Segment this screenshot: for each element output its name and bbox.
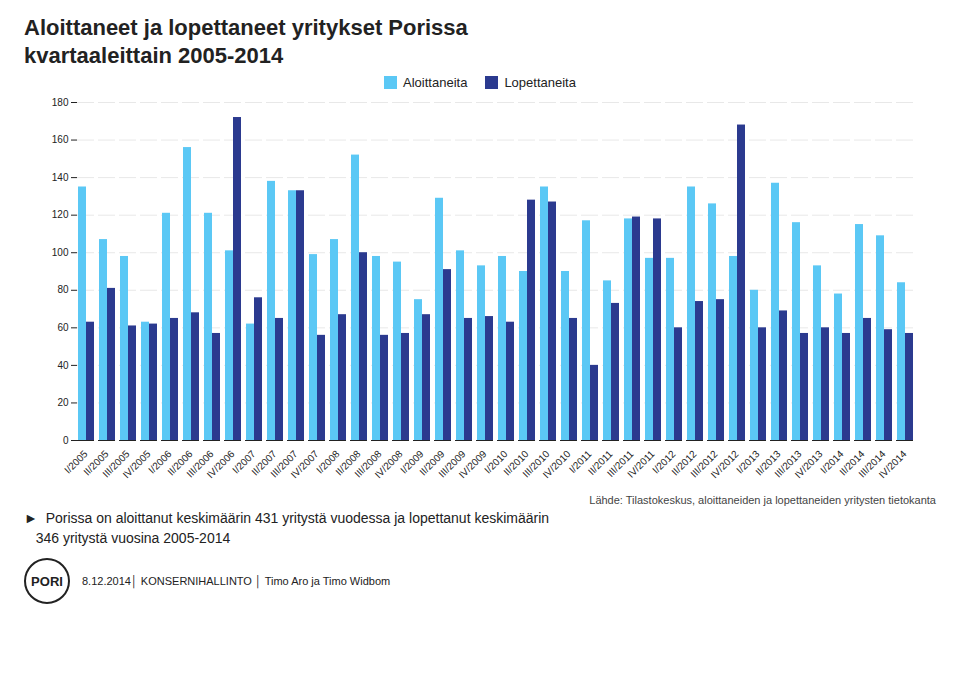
svg-text:I/2013: I/2013	[734, 448, 762, 476]
html-text:PORI: PORI	[31, 573, 63, 589]
svg-text:180: 180	[52, 97, 69, 108]
svg-text:II/2006: II/2006	[165, 448, 195, 478]
svg-text:20: 20	[57, 397, 69, 408]
svg-text:IV/2009: IV/2009	[457, 448, 489, 480]
svg-text:III/2008: III/2008	[352, 448, 384, 480]
svg-text:I/2008: I/2008	[314, 448, 342, 476]
svg-text:I/2009: I/2009	[398, 448, 426, 476]
html-text:► Porissa on aloittanut keskim: ► Porissa on aloittanut keskimäärin 431 …	[24, 510, 550, 526]
svg-text:60: 60	[57, 322, 69, 333]
svg-text:I/2011: I/2011	[566, 448, 594, 476]
html-text:346 yritystä vuosina 2005-2014: 346 yritystä vuosina 2005-2014	[24, 530, 231, 546]
svg-text:II/2011: II/2011	[585, 448, 615, 478]
svg-text:160: 160	[52, 134, 69, 145]
svg-text:II/2012: II/2012	[669, 448, 699, 478]
svg-text:IV/2011: IV/2011	[625, 448, 657, 480]
svg-text:III/2007: III/2007	[268, 448, 300, 480]
svg-text:I/2007: I/2007	[230, 448, 258, 476]
svg-text:III/2014: III/2014	[856, 448, 888, 480]
svg-text:II/2007: II/2007	[249, 448, 279, 478]
svg-text:IV/2014: IV/2014	[877, 448, 909, 480]
svg-text:III/2011: III/2011	[604, 448, 636, 480]
svg-text:IV/2013: IV/2013	[793, 448, 825, 480]
svg-text:II/2013: II/2013	[753, 448, 783, 478]
html-text:Lähde: Tilastokeskus, aloittan: Lähde: Tilastokeskus, aloittaneiden ja l…	[589, 494, 936, 506]
svg-text:IV/2010: IV/2010	[541, 448, 573, 480]
html-text:Lopettaneita: Lopettaneita	[504, 75, 576, 90]
svg-text:IV/2006: IV/2006	[205, 448, 237, 480]
svg-text:IV/2008: IV/2008	[373, 448, 405, 480]
svg-text:I/2006: I/2006	[146, 448, 174, 476]
svg-text:II/2005: II/2005	[81, 448, 111, 478]
svg-text:III/2013: III/2013	[772, 448, 804, 480]
html-text:8.12.2014│ KONSERNIHALLINTO │: 8.12.2014│ KONSERNIHALLINTO │ Timo Aro j…	[82, 575, 391, 587]
svg-text:II/2009: II/2009	[417, 448, 447, 478]
svg-text:II/2008: II/2008	[333, 448, 363, 478]
svg-text:120: 120	[52, 209, 69, 220]
svg-text:III/2010: III/2010	[520, 448, 552, 480]
svg-text:I/2012: I/2012	[650, 448, 678, 476]
svg-text:III/2005: III/2005	[100, 448, 132, 480]
svg-text:0: 0	[63, 435, 69, 446]
svg-text:III/2009: III/2009	[436, 448, 468, 480]
svg-text:II/2014: II/2014	[837, 448, 867, 478]
svg-text:80: 80	[57, 284, 69, 295]
svg-text:I/2005: I/2005	[62, 448, 90, 476]
svg-text:IV/2007: IV/2007	[289, 448, 321, 480]
svg-text:100: 100	[52, 247, 69, 258]
svg-text:III/2006: III/2006	[184, 448, 216, 480]
svg-text:I/2010: I/2010	[482, 448, 510, 476]
svg-text:I/2014: I/2014	[818, 448, 846, 476]
svg-text:40: 40	[57, 360, 69, 371]
html-text:kvartaaleittain 2005-2014: kvartaaleittain 2005-2014	[24, 42, 284, 68]
svg-text:III/2012: III/2012	[688, 448, 720, 480]
svg-text:IV/2005: IV/2005	[121, 448, 153, 480]
svg-text:140: 140	[52, 172, 69, 183]
html-text:Aloittaneet ja lopettaneet yri: Aloittaneet ja lopettaneet yritykset Por…	[24, 15, 468, 40]
svg-text:IV/2012: IV/2012	[709, 448, 741, 480]
html-text:Aloittaneita: Aloittaneita	[403, 75, 468, 90]
svg-text:II/2010: II/2010	[501, 448, 531, 478]
